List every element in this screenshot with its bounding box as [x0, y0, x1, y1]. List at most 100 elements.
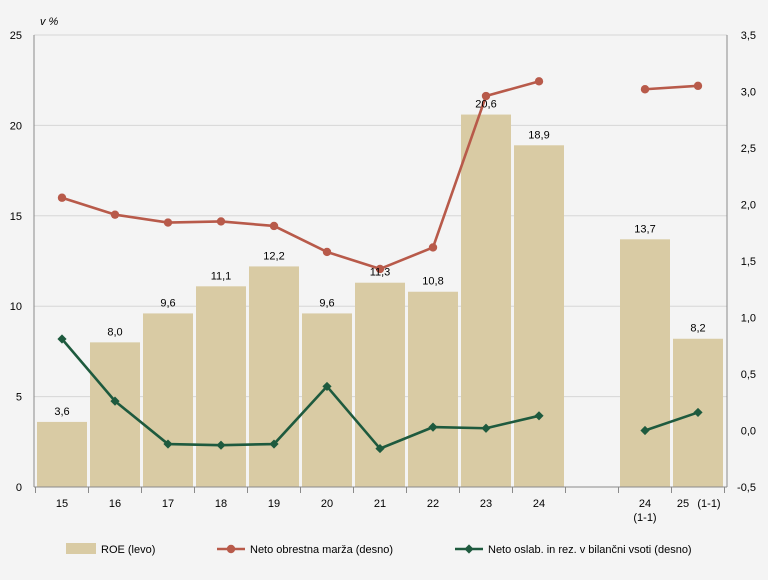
bar-roe — [514, 145, 564, 487]
series-marker-circle — [534, 77, 544, 86]
series-marker-circle — [269, 221, 279, 231]
x-axis-tick-label-line: (1-1) — [697, 498, 720, 510]
left-axis-tick-label: 0 — [16, 482, 22, 494]
x-axis-tick-label: 20 — [321, 498, 333, 510]
x-axis-tick-label: 17 — [162, 498, 174, 510]
left-axis-ticks: 0 5 10 15 20 25 — [10, 30, 22, 494]
x-axis-tick-label-line: 20 — [321, 498, 333, 510]
bar-data-label: 13,7 — [634, 223, 655, 235]
bar-roe — [355, 282, 405, 487]
series-lines — [57, 77, 703, 454]
series-marker-diamond — [163, 439, 173, 449]
x-axis-tick-label-line: 23 — [480, 498, 492, 510]
x-axis-tick-label: 18 — [215, 498, 227, 510]
x-axis-ticks: 15 16 17 18 19 20 21 22 23 24 24 (1-1) 25 (1-1) — [56, 498, 721, 524]
series-marker-circle — [693, 81, 703, 91]
bar-data-label: 12,2 — [263, 250, 284, 262]
x-axis-tick-label: 15 — [56, 498, 68, 510]
bar-roe — [37, 421, 87, 487]
legend-marker-nim — [226, 544, 236, 554]
series-marker-circle — [428, 243, 438, 252]
x-axis-tick-label: 24 — [533, 498, 545, 510]
series-marker-diamond — [110, 396, 120, 406]
series-line — [644, 84, 699, 91]
left-axis-tick-label: 15 — [10, 211, 22, 223]
series-marker-circle — [481, 91, 491, 101]
bar-data-label: 18,9 — [528, 129, 549, 141]
bar-data-label: 8,0 — [107, 326, 122, 338]
legend: ROE (levo) Neto obrestna marža (desno) Net… — [66, 543, 692, 556]
right-axis-tick-label: 2,5 — [741, 143, 756, 155]
legend-swatch-roe — [66, 543, 96, 554]
bar-roe — [143, 313, 193, 487]
series-marker-diamond — [216, 440, 226, 450]
x-axis-tick-label-line: 24 — [533, 498, 545, 510]
x-axis-tick-label-line: 19 — [268, 498, 280, 510]
legend-label-nim: Neto obrestna marža (desno) — [250, 544, 393, 556]
x-axis-tick-label-line: 18 — [215, 498, 227, 510]
left-axis-tick-label: 20 — [10, 120, 22, 132]
right-axis-ticks: -0,5 0,0 0,5 1,0 1,5 2,0 2,5 3,0 3,5 — [737, 30, 756, 494]
bar-roe — [196, 286, 246, 487]
series-marker-circle — [57, 193, 67, 202]
left-axis-tick-label: 25 — [10, 30, 22, 42]
data-labels: 3,6 8,0 9,6 11,1 12,2 9,6 11,3 10,8 20,6 18,9 13,7… — [54, 99, 705, 418]
bar-roe — [620, 239, 670, 487]
series-marker-diamond — [269, 439, 279, 449]
right-axis-tick-label: 1,5 — [741, 256, 756, 268]
series-marker-circle — [640, 85, 650, 94]
right-axis-tick-label: 3,5 — [741, 30, 756, 42]
left-axis-tick-label: 10 — [10, 301, 22, 313]
bar-data-label: 20,6 — [475, 99, 496, 111]
right-axis-tick-label: -0,5 — [737, 482, 756, 494]
series-marker-diamond — [640, 425, 650, 436]
series-line — [644, 411, 699, 432]
legend-label-impairments: Neto oslab. in rez. v bilančni vsoti (de… — [488, 544, 692, 556]
bar-data-label: 9,6 — [319, 297, 334, 309]
x-axis-tick-label-line: 16 — [109, 498, 121, 510]
x-axis-tick-label: 19 — [268, 498, 280, 510]
bar-roe — [408, 291, 458, 487]
x-axis-tick-label: 22 — [427, 498, 439, 510]
axes — [33, 35, 728, 493]
bars — [37, 114, 723, 487]
series-marker-circle — [322, 247, 332, 257]
series-marker-diamond — [534, 411, 544, 421]
bar-data-label: 8,2 — [690, 323, 705, 335]
bar-data-label: 11,1 — [211, 270, 232, 282]
series-marker-circle — [216, 217, 226, 226]
series-marker-diamond — [322, 381, 332, 392]
x-axis-tick-label: 25 (1-1) — [677, 498, 721, 510]
series-marker-circle — [375, 264, 385, 274]
right-axis-tick-label: 2,0 — [741, 200, 756, 212]
x-axis-tick-label-line: 25 — [677, 498, 689, 510]
bar-roe — [302, 313, 352, 487]
bar-data-label: 10,8 — [422, 276, 443, 288]
series-marker-circle — [163, 218, 173, 227]
x-axis-tick-label-line: (1-1) — [633, 512, 656, 524]
x-axis-tick-label-line: 21 — [374, 498, 386, 510]
right-axis-tick-label: 1,0 — [741, 313, 756, 325]
x-axis-tick-label: 16 — [109, 498, 121, 510]
series-marker-circle — [110, 210, 120, 219]
legend-marker-impairments — [464, 544, 474, 554]
bar-data-label: 11,3 — [370, 267, 391, 279]
x-axis-tick-label-line: 15 — [56, 498, 68, 510]
y-unit-label: v % — [40, 16, 59, 28]
left-axis-tick-label: 5 — [16, 392, 22, 404]
x-axis-tick-label: 23 — [480, 498, 492, 510]
series-marker-diamond — [693, 407, 703, 418]
series-marker-diamond — [375, 443, 385, 454]
x-axis-tick-label-line: 22 — [427, 498, 439, 510]
right-axis-tick-label: 0,5 — [741, 369, 756, 381]
x-axis-tick-label-line: 17 — [162, 498, 174, 510]
x-axis-tick-label: 24 (1-1) — [633, 498, 656, 524]
series-line — [61, 338, 540, 450]
series-marker-diamond — [428, 422, 438, 432]
bar-data-label: 3,6 — [54, 406, 69, 418]
x-axis-tick-label: 21 — [374, 498, 386, 510]
bar-roe — [249, 266, 299, 487]
right-axis-tick-label: 0,0 — [741, 426, 756, 438]
series-marker-diamond — [481, 423, 491, 433]
legend-label-roe: ROE (levo) — [101, 544, 155, 556]
